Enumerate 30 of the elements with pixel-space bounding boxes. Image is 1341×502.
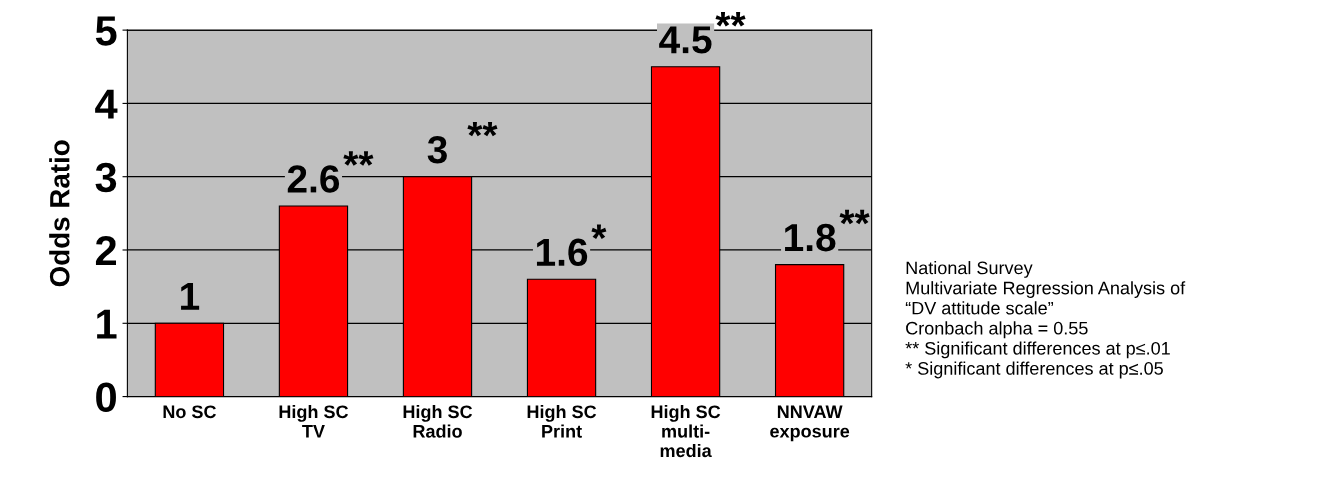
text: ** Significant differences at p≤.01 xyxy=(905,341,1170,359)
data-label: 1 xyxy=(181,282,200,310)
x-tick-label: High SC Print xyxy=(527,404,597,438)
y-tick-label: 2 xyxy=(95,236,117,266)
text: National Survey xyxy=(906,261,1033,278)
x-tick-label: High SC TV xyxy=(279,404,349,438)
x-tick-label: NNVAW exposure xyxy=(770,405,850,442)
data-label: 3 xyxy=(427,135,447,164)
text: “DV attitude scale” xyxy=(905,301,1054,315)
annotation: * xyxy=(591,224,607,239)
annotation: ** xyxy=(467,121,498,137)
annotation: ** xyxy=(343,151,374,166)
y-tick-label: 1 xyxy=(97,309,117,339)
data-label: 1.6 xyxy=(536,238,588,267)
x-tick-label: No SC xyxy=(163,405,217,419)
data-label: 2.6 xyxy=(287,165,340,193)
x-tick-label: High SC multi- media xyxy=(651,404,721,458)
y-tick-label: 3 xyxy=(95,162,117,193)
annotation: ** xyxy=(839,209,870,225)
y-axis-title: Odds Ratio xyxy=(49,140,70,287)
data-label: 1.8 xyxy=(785,223,836,252)
y-tick-label: 5 xyxy=(95,16,117,46)
text: Cronbach alpha = 0.55 xyxy=(906,321,1088,339)
annotation: ** xyxy=(715,11,746,27)
y-tick-label: 4 xyxy=(95,89,118,119)
y-tick-label: 0 xyxy=(96,382,116,413)
data-label: 4.5 xyxy=(659,26,712,54)
text: * Significant differences at p≤.05 xyxy=(905,361,1163,379)
text: Multivariate Regression Analysis of xyxy=(906,281,1186,298)
x-tick-label: High SC Radio xyxy=(403,404,473,438)
